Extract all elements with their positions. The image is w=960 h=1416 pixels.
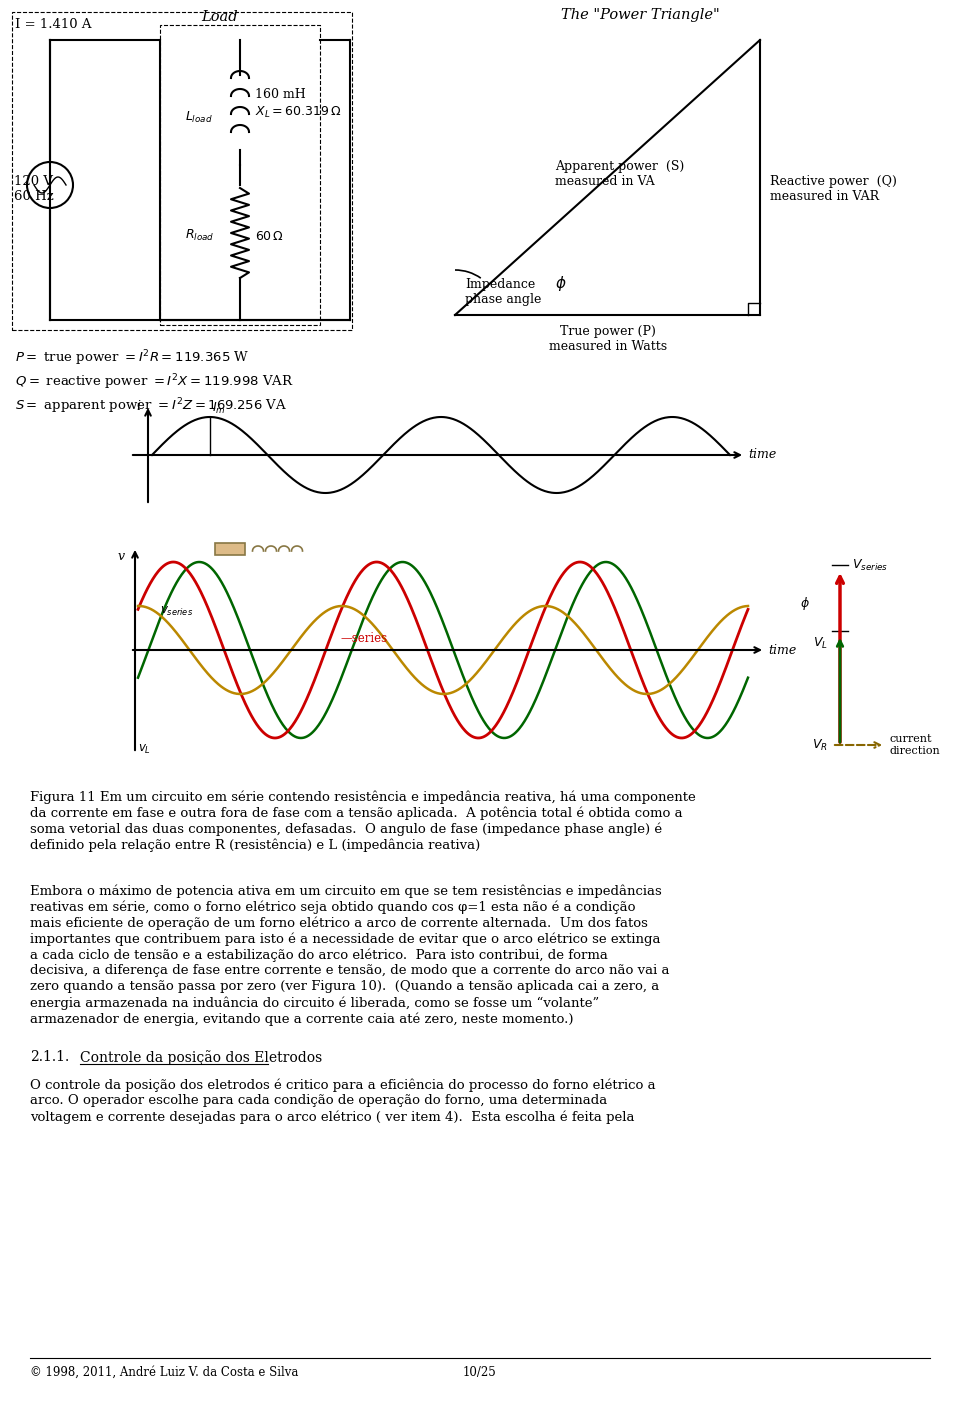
Text: Figura 11 Em um circuito em série contendo resistência e impedância reativa, há : Figura 11 Em um circuito em série conten… xyxy=(30,790,696,803)
Text: current
direction: current direction xyxy=(890,735,941,756)
Text: $V_L$: $V_L$ xyxy=(813,636,828,650)
Text: $R_{load}$: $R_{load}$ xyxy=(185,228,214,244)
Text: zero quando a tensão passa por zero (ver Figura 10).  (Quando a tensão aplicada : zero quando a tensão passa por zero (ver… xyxy=(30,980,660,993)
Text: i: i xyxy=(136,399,140,413)
Text: 2.1.1.: 2.1.1. xyxy=(30,1051,69,1063)
Text: armazenador de energia, evitando que a corrente caia até zero, neste momento.): armazenador de energia, evitando que a c… xyxy=(30,1012,573,1025)
Text: reativas em série, como o forno elétrico seja obtido quando cos φ=1 esta não é a: reativas em série, como o forno elétrico… xyxy=(30,901,636,913)
Text: a cada ciclo de tensão e a estabilização do arco elétrico.  Para isto contribui,: a cada ciclo de tensão e a estabilização… xyxy=(30,947,608,961)
Text: importantes que contribuem para isto é a necessidade de evitar que o arco elétri: importantes que contribuem para isto é a… xyxy=(30,932,660,946)
Text: definido pela relação entre R (resistência) e L (impedância reativa): definido pela relação entre R (resistênc… xyxy=(30,838,480,851)
Text: I = 1.410 A: I = 1.410 A xyxy=(15,18,91,31)
Text: 60 Hz: 60 Hz xyxy=(14,190,54,202)
Text: Reactive power  (Q)
measured in VAR: Reactive power (Q) measured in VAR xyxy=(770,176,897,202)
Text: 10/25: 10/25 xyxy=(463,1366,497,1379)
Text: da corrente em fase e outra fora de fase com a tensão aplicada.  A potência tota: da corrente em fase e outra fora de fase… xyxy=(30,806,683,820)
Text: The "Power Triangle": The "Power Triangle" xyxy=(561,8,719,23)
Text: $S = $ apparent power $= I^2Z = 169.256$ VA: $S = $ apparent power $= I^2Z = 169.256$… xyxy=(15,396,287,416)
Text: $V_{series}$: $V_{series}$ xyxy=(852,558,888,572)
Text: mais eficiente de operação de um forno elétrico a arco de corrente alternada.  U: mais eficiente de operação de um forno e… xyxy=(30,916,648,929)
Text: 120 V: 120 V xyxy=(14,176,53,188)
Text: $P = $ true power $= I^2R = 119.365$ W: $P = $ true power $= I^2R = 119.365$ W xyxy=(15,348,250,368)
Text: Load: Load xyxy=(202,10,238,24)
Text: O controle da posição dos eletrodos é critico para a eficiência do processo do f: O controle da posição dos eletrodos é cr… xyxy=(30,1078,656,1092)
Text: True power (P)
measured in Watts: True power (P) measured in Watts xyxy=(549,326,667,353)
Text: $60\,\Omega$: $60\,\Omega$ xyxy=(255,229,284,244)
Text: soma vetorial das duas componentes, defasadas.  O angulo de fase (impedance phas: soma vetorial das duas componentes, defa… xyxy=(30,823,662,835)
Text: $I_m$: $I_m$ xyxy=(212,401,226,416)
Text: voltagem e corrente desejadas para o arco elétrico ( ver item 4).  Esta escolha : voltagem e corrente desejadas para o arc… xyxy=(30,1110,635,1123)
Text: —series: —series xyxy=(340,632,387,646)
Text: Embora o máximo de potencia ativa em um circuito em que se tem resistências e im: Embora o máximo de potencia ativa em um … xyxy=(30,884,661,898)
Text: $v_{series}$: $v_{series}$ xyxy=(160,605,193,619)
Text: decisiva, a diferença de fase entre corrente e tensão, de modo que a corrente do: decisiva, a diferença de fase entre corr… xyxy=(30,964,669,977)
Text: 160 mH: 160 mH xyxy=(255,88,305,101)
Text: arco. O operador escolhe para cada condição de operação do forno, uma determinad: arco. O operador escolhe para cada condi… xyxy=(30,1095,608,1107)
Text: Apparent power  (S)
measured in VA: Apparent power (S) measured in VA xyxy=(555,160,684,188)
Text: Impedance
phase angle: Impedance phase angle xyxy=(465,278,541,306)
Text: energia armazenada na induância do circuito é liberada, como se fosse um “volant: energia armazenada na induância do circu… xyxy=(30,995,599,1010)
Text: © 1998, 2011, André Luiz V. da Costa e Silva: © 1998, 2011, André Luiz V. da Costa e S… xyxy=(30,1366,299,1379)
Text: $V_R$: $V_R$ xyxy=(812,738,828,752)
Text: $L_{load}$: $L_{load}$ xyxy=(185,110,213,125)
Text: $v_L$: $v_L$ xyxy=(138,743,151,756)
Text: time: time xyxy=(768,643,796,657)
Bar xyxy=(12,11,352,330)
Text: $Q = $ reactive power $= I^2X = 119.998$ VAR: $Q = $ reactive power $= I^2X = 119.998$… xyxy=(15,372,294,392)
Text: $\phi$: $\phi$ xyxy=(555,275,566,293)
Text: $\phi$: $\phi$ xyxy=(800,595,810,612)
Bar xyxy=(160,25,320,326)
Text: time: time xyxy=(748,449,777,462)
Text: v: v xyxy=(118,549,125,564)
Text: $X_L = 60.319\,\Omega$: $X_L = 60.319\,\Omega$ xyxy=(255,105,342,120)
Text: Controle da posição dos Eletrodos: Controle da posição dos Eletrodos xyxy=(80,1051,323,1065)
Bar xyxy=(215,542,245,555)
